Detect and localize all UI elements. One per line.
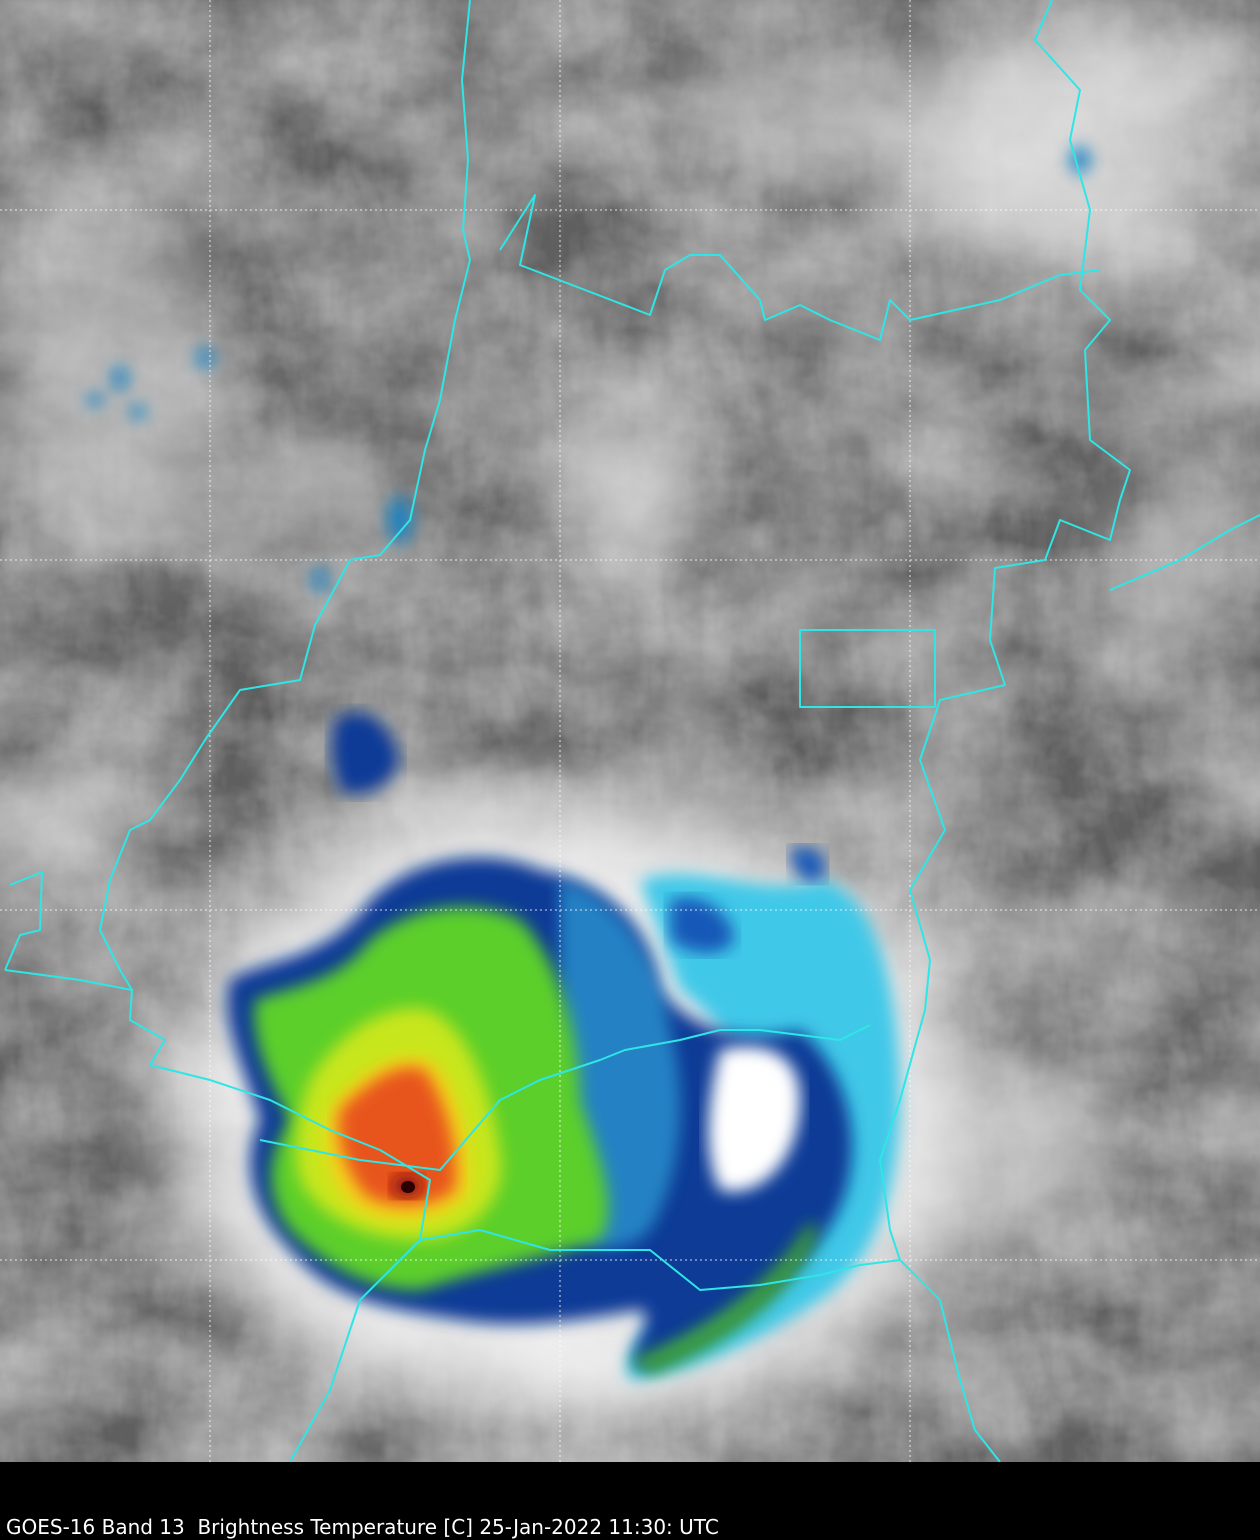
footer-bar: GOES-16 Band 13 Brightness Temperature [… [0, 1462, 1260, 1540]
graticule [0, 0, 1260, 1462]
satellite-image [0, 0, 1260, 1462]
caption: GOES-16 Band 13 Brightness Temperature [… [6, 1515, 719, 1539]
borders [4, 0, 1260, 1462]
storm-complex [227, 712, 900, 1380]
cold-cloud-tops [86, 146, 1090, 592]
